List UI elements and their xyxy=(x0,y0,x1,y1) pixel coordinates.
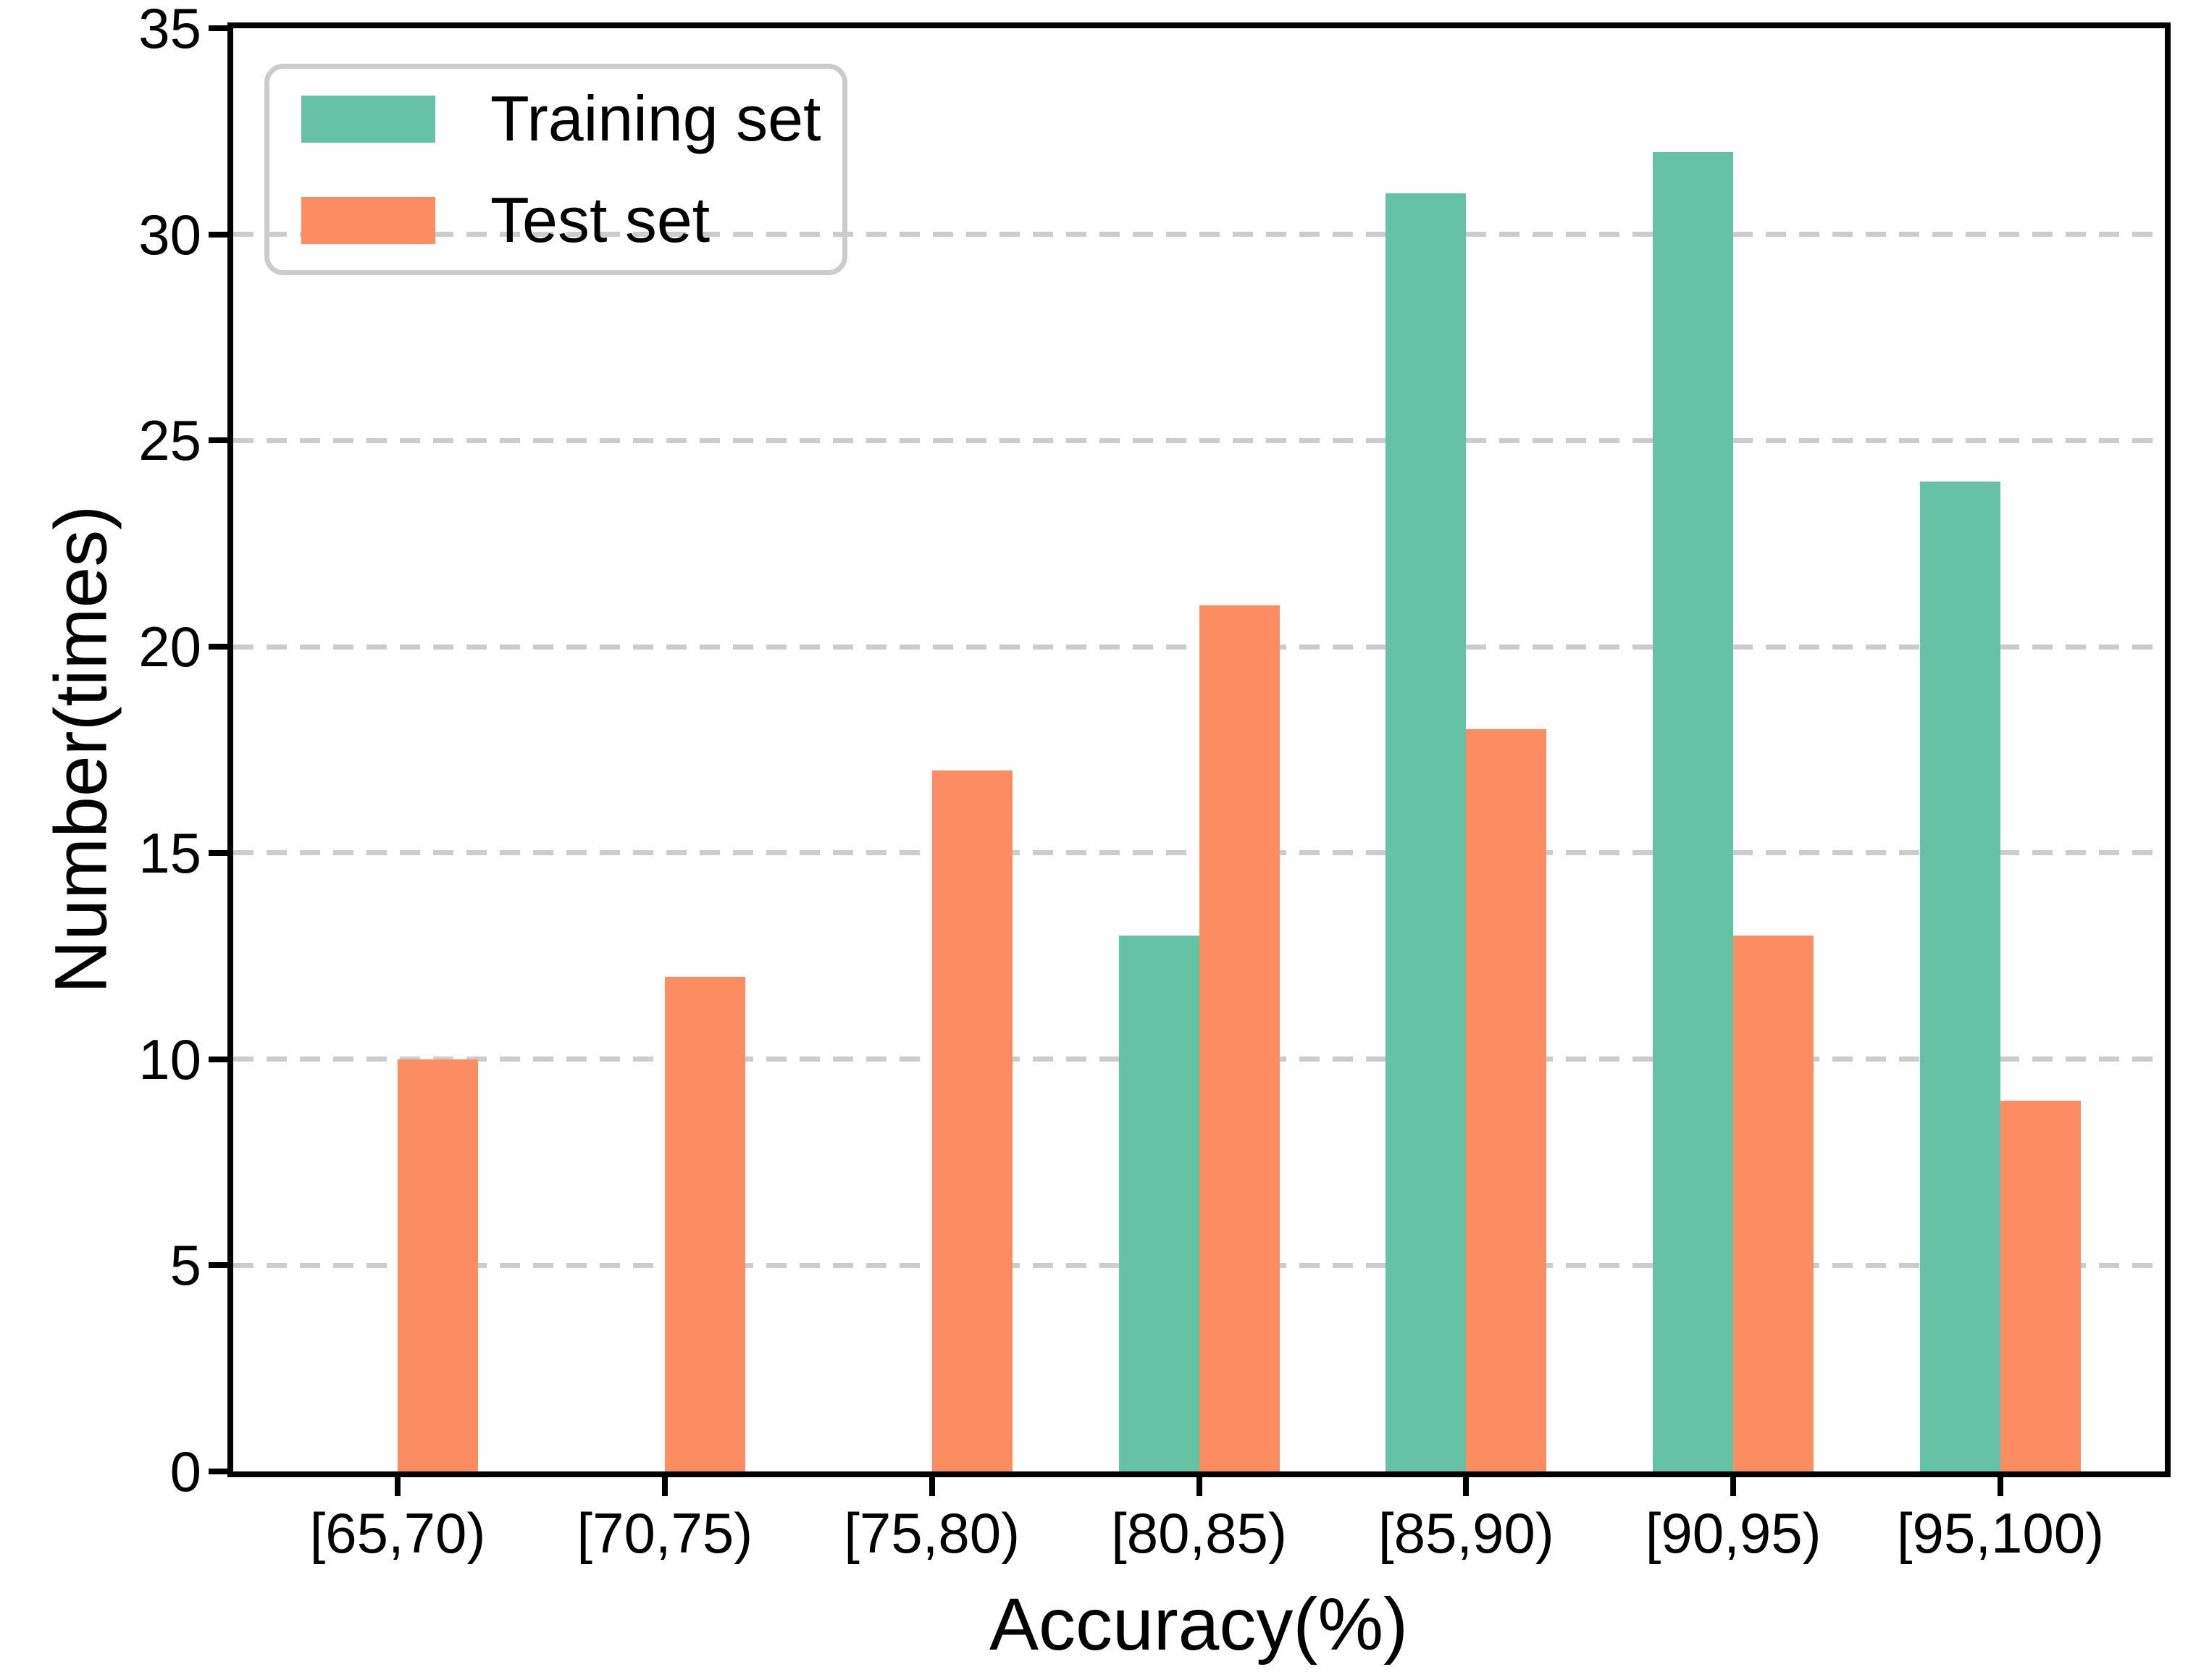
y-tick-label-20: 20 xyxy=(138,615,201,679)
x-tick-label-5: [85,90) xyxy=(1378,1501,1554,1565)
y-tick-label-25: 25 xyxy=(138,408,201,473)
y-tick-10 xyxy=(209,1056,227,1062)
x-axis-title: Accuracy(%) xyxy=(989,1583,1409,1666)
legend-swatch-training-set xyxy=(301,95,435,143)
x-tick-label-1: [65,70) xyxy=(309,1501,486,1565)
bar-test-set-[75,80) xyxy=(931,770,1013,1471)
y-axis-title: Number(times) xyxy=(39,505,122,994)
x-tick-1 xyxy=(395,1477,401,1496)
bar-test-set-[70,75) xyxy=(664,976,745,1471)
x-tick-label-3: [75,80) xyxy=(844,1501,1020,1565)
bar-training-set-[95,100) xyxy=(1920,482,2000,1471)
x-tick-2 xyxy=(661,1477,668,1496)
y-tick-label-0: 0 xyxy=(169,1440,201,1503)
x-tick-label-7: [95,100) xyxy=(1896,1501,2105,1565)
y-tick-label-5: 5 xyxy=(169,1233,201,1298)
x-tick-3 xyxy=(929,1477,935,1496)
x-tick-label-6: [90,95) xyxy=(1645,1501,1822,1565)
plot-area xyxy=(227,22,2171,1477)
y-tick-label-15: 15 xyxy=(138,820,201,885)
gridline-y30 xyxy=(233,232,2165,238)
x-tick-4 xyxy=(1196,1477,1202,1496)
legend-label-test-set: Test set xyxy=(490,184,711,256)
y-tick-0 xyxy=(209,1469,227,1474)
x-tick-label-4: [80,85) xyxy=(1111,1501,1287,1565)
legend-label-training-set: Training set xyxy=(490,83,821,154)
bar-training-set-[80,85) xyxy=(1118,935,1199,1471)
y-tick-25 xyxy=(209,437,227,444)
bar-test-set-[90,95) xyxy=(1733,935,1814,1471)
x-tick-5 xyxy=(1463,1477,1470,1496)
legend: Training set Test set xyxy=(264,64,847,275)
y-tick-20 xyxy=(209,644,227,650)
legend-item-training-set: Training set xyxy=(301,87,842,151)
x-tick-7 xyxy=(1998,1477,2003,1496)
bar-training-set-[85,90) xyxy=(1386,193,1467,1471)
y-tick-label-35: 35 xyxy=(138,0,201,60)
legend-swatch-test-set xyxy=(301,196,435,244)
y-tick-15 xyxy=(209,849,227,856)
x-tick-6 xyxy=(1730,1477,1737,1496)
bar-test-set-[65,70) xyxy=(398,1059,478,1471)
gridline-y25 xyxy=(233,437,2165,443)
bar-test-set-[85,90) xyxy=(1466,729,1547,1471)
y-tick-30 xyxy=(209,231,227,238)
y-tick-35 xyxy=(209,25,227,31)
bar-test-set-[95,100) xyxy=(2000,1100,2081,1471)
y-tick-label-30: 30 xyxy=(138,202,201,266)
bar-training-set-[90,95) xyxy=(1653,151,1734,1471)
legend-item-test-set: Test set xyxy=(301,188,842,252)
y-tick-5 xyxy=(209,1262,227,1269)
y-tick-label-10: 10 xyxy=(138,1027,201,1091)
x-tick-label-2: [70,75) xyxy=(577,1501,753,1565)
bar-test-set-[80,85) xyxy=(1199,605,1280,1471)
